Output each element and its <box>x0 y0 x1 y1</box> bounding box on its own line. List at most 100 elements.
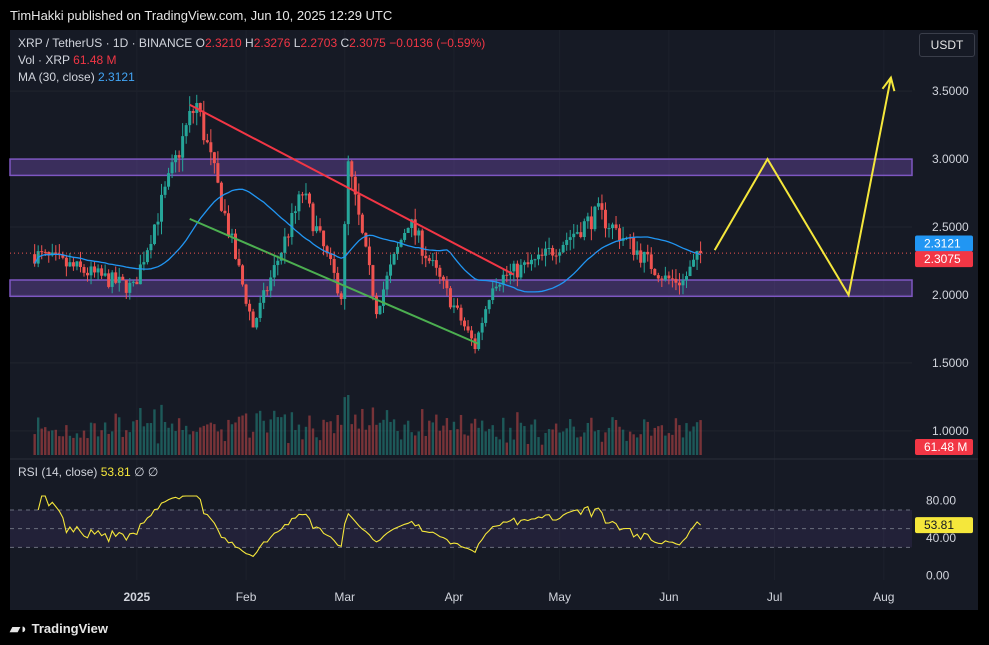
volume-bar <box>544 432 547 455</box>
rsi-tick-label: 80.00 <box>926 494 956 508</box>
volume-bar <box>681 437 685 455</box>
candle-body <box>86 272 90 276</box>
candle-body <box>293 211 297 213</box>
volume-bar <box>329 421 332 455</box>
volume-bar <box>593 431 597 455</box>
candle-body <box>445 280 449 289</box>
candle-body <box>656 275 660 279</box>
volume-bar <box>273 410 276 455</box>
price-tick-label: 3.0000 <box>932 152 969 166</box>
candle-body <box>515 263 519 278</box>
last-price-tag: 2.3075 <box>924 252 961 266</box>
projection-arrowhead <box>881 75 896 92</box>
volume-bar <box>347 395 350 455</box>
published-bar: TimHakki published on TradingView.com, J… <box>0 0 989 30</box>
volume-bar <box>530 424 533 455</box>
volume-bar <box>304 426 308 455</box>
candle-body <box>371 265 375 296</box>
candle-body <box>226 213 230 236</box>
volume-bar <box>643 419 646 455</box>
volume-bar <box>628 431 632 455</box>
volume-bar <box>128 432 131 455</box>
legend-rsi-extra: ∅ ∅ <box>134 465 159 479</box>
grid <box>10 30 978 580</box>
candle-body <box>554 255 558 257</box>
chart-panel[interactable] <box>10 30 978 610</box>
volume-bar <box>121 436 124 455</box>
volume-bar <box>537 437 540 455</box>
candle-body <box>163 186 167 195</box>
candle-body <box>188 111 192 126</box>
resistance-trendline <box>189 103 515 276</box>
candle-body <box>635 250 639 255</box>
volume-bar <box>146 423 149 455</box>
volume-bar <box>163 421 167 455</box>
volume-bar <box>445 418 449 455</box>
candle-body <box>529 259 533 265</box>
volume-bar <box>294 430 297 455</box>
price-tick-label: 1.5000 <box>932 356 969 370</box>
candle-body <box>353 176 357 195</box>
volume-bar <box>671 434 674 455</box>
zone-rect <box>9 279 913 298</box>
candle-body <box>441 276 445 281</box>
volume-bar <box>516 412 519 455</box>
candle-body <box>537 254 541 260</box>
volume-bar <box>378 422 382 455</box>
volume-bar <box>410 432 413 455</box>
candle-body <box>121 276 125 281</box>
volume-bar <box>357 428 361 455</box>
candle-body <box>315 226 319 232</box>
candle-body <box>276 260 280 266</box>
candle-body <box>607 228 611 230</box>
legend-vol-value: 61.48 M <box>73 53 117 67</box>
legend-h-label: H <box>245 36 254 50</box>
projection <box>713 75 896 298</box>
volume-bar <box>583 432 586 455</box>
candle-body <box>484 309 488 323</box>
volume-bar <box>54 429 58 455</box>
candle-body <box>290 212 294 237</box>
candle-body <box>311 203 315 232</box>
volume-bar <box>188 434 191 455</box>
candle-body <box>477 332 481 350</box>
volume-bar <box>68 435 72 455</box>
candle-body <box>512 263 516 272</box>
time-tick-label: Jun <box>659 590 678 604</box>
candle-body <box>618 228 622 241</box>
candle-body <box>117 276 121 283</box>
candle-body <box>470 330 474 339</box>
candle-body <box>241 265 245 285</box>
volume-bar <box>480 420 484 455</box>
candle-body <box>205 140 209 143</box>
legend-ma-label: MA (30, close) <box>18 70 95 84</box>
volume-bar <box>621 429 625 455</box>
volume-bar <box>607 427 611 455</box>
volume-bar <box>318 440 322 455</box>
volume-bar <box>325 422 329 455</box>
price-tick-label: 1.0000 <box>932 424 969 438</box>
volume-bar <box>421 409 424 455</box>
volume-bar <box>287 443 290 455</box>
candle-body <box>596 203 600 207</box>
candle-body <box>184 125 188 137</box>
volume-bar <box>89 422 93 455</box>
tradingview-logo: ▰◗ TradingView <box>10 621 108 637</box>
volume-bar <box>396 431 399 455</box>
candle-body <box>498 284 502 287</box>
candle-body <box>234 233 237 259</box>
volume-bar <box>523 426 526 455</box>
volume-bar <box>597 430 600 455</box>
candle-body <box>431 260 435 262</box>
candle-body <box>466 326 470 331</box>
volume-bar <box>118 417 121 455</box>
volume-bar <box>614 419 618 455</box>
volume-bar <box>262 420 265 455</box>
volume-bar <box>255 413 258 455</box>
legend-o-label: O <box>195 36 205 50</box>
legend-l-value: 2.2703 <box>300 36 338 50</box>
currency-button[interactable]: USDT <box>919 33 975 57</box>
volume-bar <box>653 427 656 455</box>
volume-bar <box>350 424 353 455</box>
